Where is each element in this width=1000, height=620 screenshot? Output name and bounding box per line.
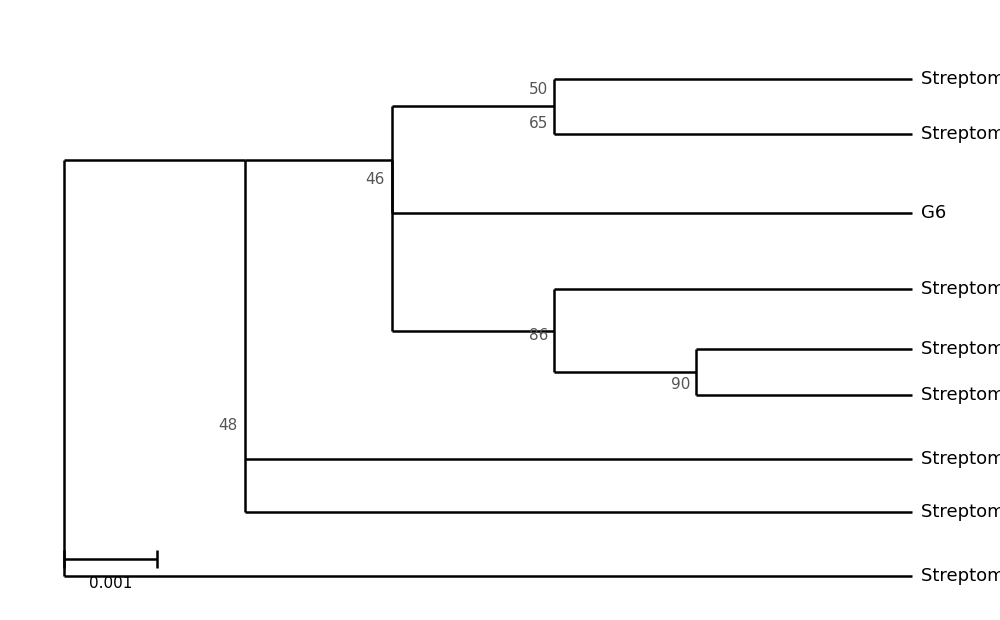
Text: Streptomyces hygroscopicus(AB184760): Streptomyces hygroscopicus(AB184760) (921, 125, 1000, 143)
Text: Streptomyces sp. (KR080498): Streptomyces sp. (KR080498) (921, 70, 1000, 88)
Text: Streptomyces malaysiense(KJ632663): Streptomyces malaysiense(KJ632663) (921, 280, 1000, 298)
Text: Streptomycetaceae bacterium(JQ388676): Streptomycetaceae bacterium(JQ388676) (921, 386, 1000, 404)
Text: 0.001: 0.001 (89, 576, 132, 591)
Text: Streptomyces costaricanus(JQ768264): Streptomyces costaricanus(JQ768264) (921, 340, 1000, 358)
Text: G6: G6 (921, 204, 947, 222)
Text: 46: 46 (365, 172, 384, 187)
Text: Streptomyces purpurascens(AB231806): Streptomyces purpurascens(AB231806) (921, 567, 1000, 585)
Text: 65: 65 (529, 116, 548, 131)
Text: 50: 50 (529, 82, 548, 97)
Text: 86: 86 (529, 329, 548, 343)
Text: Streptomyces owasiensis(AB184515): Streptomyces owasiensis(AB184515) (921, 450, 1000, 468)
Text: 48: 48 (218, 418, 237, 433)
Text: 90: 90 (671, 377, 690, 392)
Text: Streptomyces lavendulae(JN201952): Streptomyces lavendulae(JN201952) (921, 503, 1000, 521)
